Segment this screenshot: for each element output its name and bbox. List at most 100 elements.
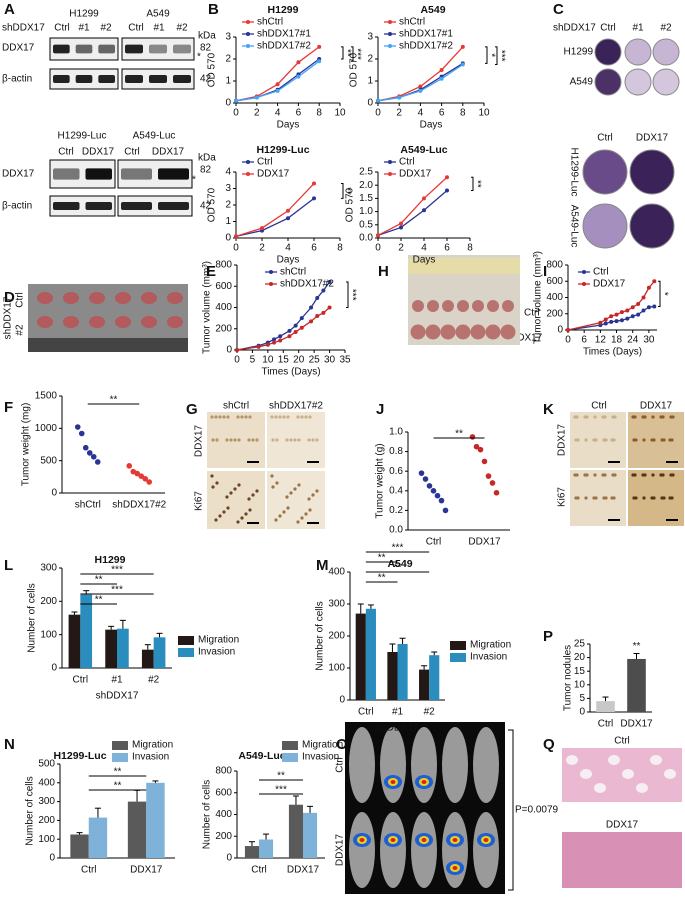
signal (452, 838, 458, 842)
point (481, 458, 488, 465)
y-axis-label: Tumor weight (g) (375, 443, 386, 518)
point (321, 310, 326, 315)
colony-dish (594, 38, 622, 66)
label: A549 (570, 77, 594, 88)
point (625, 316, 630, 321)
label: β-actin (2, 201, 32, 212)
x-tick-label: 8 (460, 108, 466, 119)
significance: ** (471, 180, 482, 188)
legend-swatch (178, 648, 194, 657)
significance-bracket (485, 46, 488, 64)
legend-label: shDDX17#2 (257, 41, 311, 52)
tumor (442, 300, 454, 312)
ihc-cell (244, 415, 248, 419)
chart-title: H1299-Luc (256, 144, 309, 156)
y-tick-label: 500 (40, 455, 57, 466)
x-tick-label: DDX17 (468, 537, 501, 548)
ihc-cell (211, 438, 215, 442)
ihc-cell (671, 473, 675, 477)
point (630, 305, 635, 310)
ihc-cell (670, 496, 674, 500)
tumor (455, 324, 471, 340)
blot-band (53, 168, 80, 180)
tumor (487, 300, 499, 312)
chart-title: H1299 (95, 554, 126, 566)
y-tick-label: 20 (574, 652, 586, 663)
ihc-cell (662, 438, 666, 442)
ihc-cell (236, 415, 240, 419)
y-tick-label: 100 (328, 663, 345, 674)
mouse (473, 727, 499, 803)
ihc-cell (237, 438, 241, 442)
colony-dish (582, 149, 628, 195)
legend-swatch (246, 172, 250, 176)
legend-swatch (450, 653, 466, 662)
mouse (349, 727, 375, 803)
significance: ** (378, 553, 386, 564)
ihc-cell (278, 514, 282, 518)
ihc-cell (300, 516, 304, 520)
bar (397, 644, 408, 700)
point (603, 321, 608, 326)
point (485, 473, 492, 479)
ihc-cell (270, 415, 274, 419)
legend-label: shCtrl (399, 17, 425, 28)
alveolus (622, 769, 634, 779)
point (460, 44, 465, 49)
significance: ** (633, 641, 641, 652)
legend-swatch (246, 160, 250, 164)
y-tick-label: 300 (38, 796, 55, 807)
point (477, 446, 484, 453)
ihc-cell (662, 496, 666, 500)
ihc-cell (289, 491, 293, 495)
significance: ** (110, 395, 118, 406)
colony-dish (582, 203, 628, 249)
ihc-cell (670, 438, 674, 442)
ihc-cell (244, 512, 248, 516)
point (256, 344, 261, 349)
ihc-cell (289, 438, 293, 442)
ihc-cell (218, 514, 222, 518)
ihc-cell (214, 415, 218, 419)
label: H1299-Luc (568, 148, 579, 197)
label: Ctrl (124, 147, 140, 158)
ihc-cell (229, 491, 233, 495)
ihc-cell (215, 438, 219, 442)
bar (303, 812, 318, 858)
point (286, 216, 290, 221)
x-tick-label: 30 (643, 335, 655, 346)
point (598, 320, 603, 325)
y-tick-label: 500 (38, 759, 55, 770)
tumor (89, 316, 105, 328)
y-tick-label: 200 (215, 323, 232, 334)
point (78, 430, 85, 437)
significance: ** (95, 595, 103, 606)
y-tick-label: 1500 (35, 391, 58, 402)
legend-swatch (388, 160, 392, 164)
label: #2 (660, 23, 672, 34)
x-tick-label: #2 (424, 707, 436, 718)
legend-label: Ctrl (257, 157, 273, 168)
series-line (235, 197, 315, 237)
point (74, 424, 81, 430)
point (138, 473, 145, 479)
tumor (412, 300, 424, 312)
y-tick-label: 1.0 (389, 427, 403, 438)
bar (68, 614, 81, 668)
tumor (440, 324, 456, 340)
legend-label: shDDX17#2 (280, 279, 334, 290)
x-tick-label: 25 (309, 355, 321, 366)
tumor (472, 300, 484, 312)
point (445, 188, 449, 193)
point (315, 314, 320, 318)
blot-band (53, 44, 70, 54)
ihc-cell (593, 415, 597, 419)
label: shDDX17#2 (269, 401, 323, 412)
point (272, 337, 277, 342)
point (652, 304, 657, 309)
point (327, 305, 332, 310)
tumor (485, 324, 501, 340)
label: DDX17 (2, 43, 35, 54)
chart-title: H1299-Luc (53, 750, 106, 762)
ihc-cell (633, 415, 637, 419)
